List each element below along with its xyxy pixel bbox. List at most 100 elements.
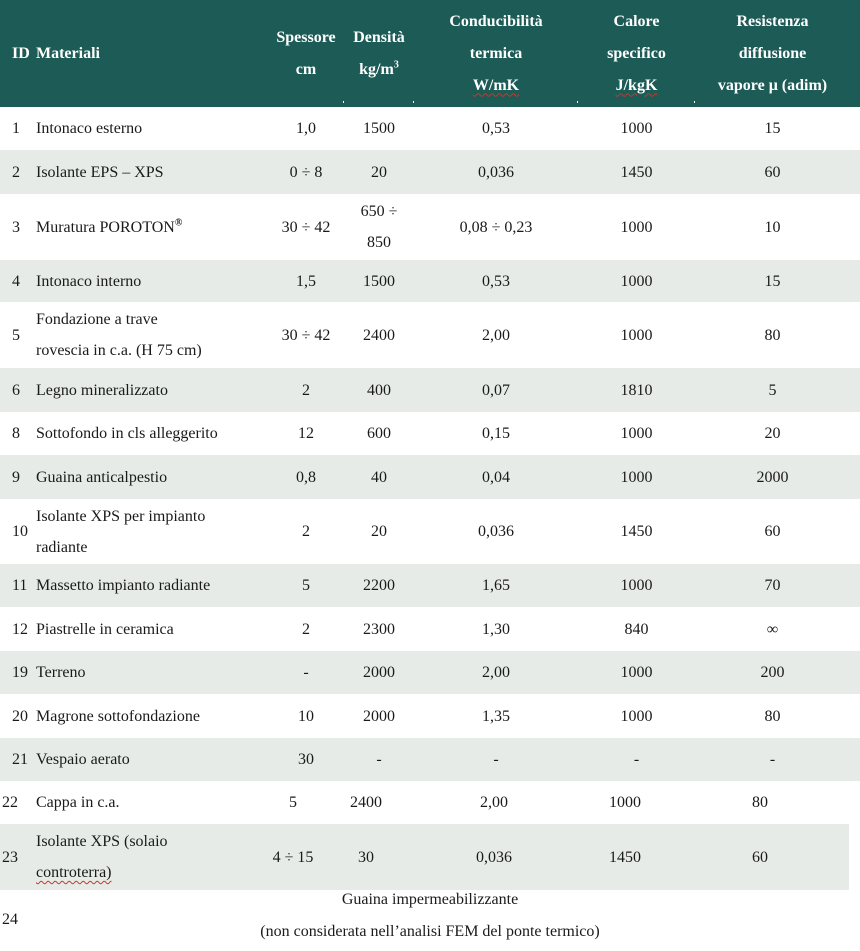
row-resistenza: 5 <box>695 368 850 412</box>
cell-value: ∞ <box>766 620 779 638</box>
cell-value: 1450 <box>620 523 653 540</box>
row-material: Guaina anticalpestio <box>36 455 266 499</box>
cell-line: Massetto impianto radiante <box>36 577 211 594</box>
row-calore: 1000 <box>578 302 695 368</box>
row-spessore: 30 ÷ 42 <box>268 194 344 260</box>
cell-value: 1,30 <box>482 620 510 638</box>
row-id: 9 <box>12 455 34 499</box>
row-densita: 30 <box>331 824 401 890</box>
cell-line: Isolante EPS – XPS <box>36 163 164 181</box>
row-resistenza: 60 <box>700 824 820 890</box>
row-material: Isolante EPS – XPS <box>36 150 266 194</box>
header-id: ID <box>12 44 30 62</box>
row-calore: 1000 <box>578 455 695 499</box>
cell-value: 2,00 <box>482 664 510 681</box>
cell-value: 0,036 <box>476 848 512 866</box>
cell-line: 2300 <box>363 620 395 638</box>
cell-line: Magrone sottofondazione <box>36 707 200 725</box>
cell-value: 15 <box>764 272 781 290</box>
row-material: Cappa in c.a. <box>36 781 266 824</box>
cell-line: Legno mineralizzato <box>36 381 168 399</box>
row-resistenza: 60 <box>695 499 850 564</box>
row-densita: 600 <box>344 412 414 455</box>
row-resistenza: 200 <box>695 651 850 694</box>
row-resistenza: - <box>695 738 850 781</box>
row-id: 22 <box>2 781 32 824</box>
cell-value: 12 <box>298 425 314 442</box>
row-id: 10 <box>12 499 34 564</box>
row-spessore: 10 <box>268 694 344 738</box>
cell-value: 5 <box>302 577 310 594</box>
row-spessore: 12 <box>268 412 344 455</box>
row-material: Massetto impianto radiante <box>36 564 266 607</box>
row-conducibilita: 1,65 <box>414 564 578 607</box>
cell-line: 2400 <box>350 794 382 811</box>
row-calore: 1450 <box>578 150 695 194</box>
table-row: 9 Guaina anticalpestio 0,8 40 0,04 1000 2000 <box>0 455 860 499</box>
row-material: Intonaco interno <box>36 260 266 302</box>
cell-value: 0,04 <box>482 468 510 486</box>
cell-value: 22 <box>2 794 18 811</box>
row-resistenza: 70 <box>695 564 850 607</box>
cell-value: 30 ÷ 42 <box>281 326 331 344</box>
cell-line: 2200 <box>363 577 395 594</box>
cell-value: 9 <box>12 468 20 486</box>
table-row: 5 Fondazione a trave rovescia in c.a. (H 7… <box>0 302 860 368</box>
cell-value: 1 <box>12 120 20 137</box>
cell-value: 1450 <box>609 848 641 866</box>
cell-value: 21 <box>12 751 28 768</box>
cell-value: 1000 <box>620 326 653 344</box>
header-conducibilita: Conducibilità termica W/mK <box>414 0 578 107</box>
row-material: Vespaio aerato <box>36 738 266 781</box>
header-densita: Densità kg/m3 <box>344 0 414 107</box>
cell-value: 1000 <box>620 425 653 442</box>
cell-line: Isolante XPS (solaio <box>36 833 168 850</box>
row-conducibilita: 0,036 <box>444 824 544 890</box>
table-row: 10 Isolante XPS per impianto radiante 2 20 0,… <box>0 499 860 564</box>
cell-value: 1000 <box>609 794 641 811</box>
cell-value: 2 <box>302 620 310 638</box>
table-row: 4 Intonaco interno 1,5 1500 0,53 1000 15 <box>0 260 860 302</box>
cell-value: 2 <box>302 523 310 540</box>
cell-line: Muratura POROTON <box>36 218 175 236</box>
cell-value: 2 <box>302 381 310 399</box>
table-row: 21 Vespaio aerato 30 - - - - <box>0 738 860 781</box>
row-material: Legno mineralizzato <box>36 368 266 412</box>
cell-value: 10 <box>764 218 781 236</box>
cell-line: 20 <box>371 523 387 540</box>
table-row: 12 Piastrelle in ceramica 2 2300 1,30 840 ∞ <box>0 607 860 651</box>
row-calore: - <box>578 738 695 781</box>
cell-value: 1000 <box>620 707 653 725</box>
row-id: 19 <box>12 651 34 694</box>
cell-line: 1500 <box>363 272 395 290</box>
row-resistenza: 20 <box>695 412 850 455</box>
cell-value: - <box>303 664 309 681</box>
row-spessore: 1,0 <box>268 107 344 150</box>
cell-value: 0,53 <box>482 272 510 290</box>
row-spessore: 30 <box>268 738 344 781</box>
cell-value: 5 <box>12 326 20 344</box>
cell-value: 23 <box>2 848 18 866</box>
cell-value: 0,036 <box>478 163 514 181</box>
note-line-1: Guaina impermeabilizzante <box>341 891 519 908</box>
table-row: 6 Legno mineralizzato 2 400 0,07 1810 5 <box>0 368 860 412</box>
row-material: Isolante XPS (solaio controterra) <box>36 824 266 890</box>
cell-value: 0,53 <box>482 120 510 137</box>
table-row-last: 24 Guaina impermeabilizzante (non consider… <box>0 887 860 951</box>
row-densita: 20 <box>344 499 414 564</box>
cell-value: 2,00 <box>482 326 510 344</box>
row-id: 24 <box>2 911 18 928</box>
row-densita: 650 ÷ 850 <box>344 194 414 260</box>
cell-line: Piastrelle in ceramica <box>36 620 174 638</box>
cell-line: rovescia in c.a. (H 75 cm) <box>36 342 202 359</box>
cell-value: 60 <box>752 848 768 866</box>
cell-value: 1450 <box>620 163 653 181</box>
cell-value: 4 <box>12 272 20 290</box>
row-resistenza: ∞ <box>695 607 850 651</box>
cell-line: 1500 <box>363 120 395 137</box>
cell-value: 5 <box>289 794 297 811</box>
row-id: 8 <box>12 412 34 455</box>
cell-value: 1810 <box>620 381 653 399</box>
cell-value: 6 <box>12 381 20 399</box>
